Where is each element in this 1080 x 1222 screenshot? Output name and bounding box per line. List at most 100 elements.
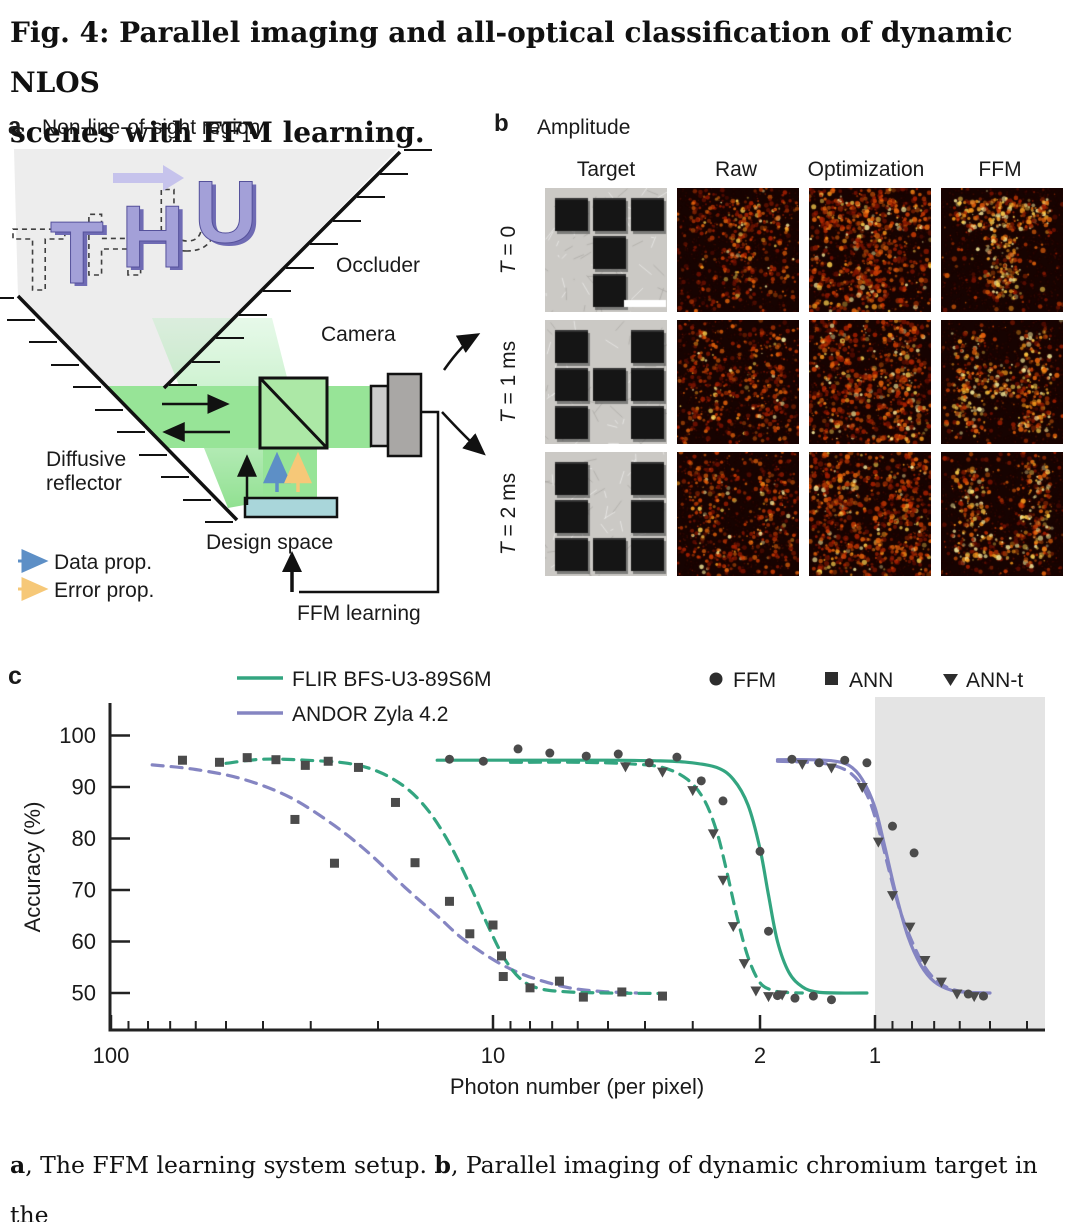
legend-ffm-marker-icon (709, 672, 723, 686)
reflector-label-2: reflector (46, 472, 122, 495)
annt-point (656, 767, 668, 778)
diffusive-reflector (0, 294, 239, 523)
optimization-image-2 (809, 320, 931, 444)
y-tick-label: 90 (72, 775, 96, 800)
ann-point (271, 755, 281, 765)
figure-title-line2: scenes with FFM learning. (10, 116, 425, 149)
ann-point (617, 987, 627, 997)
curve-ann (150, 763, 639, 995)
raw-image-1 (677, 188, 799, 312)
ffm-arrowhead-icon (282, 551, 302, 572)
data-prop-label: Data prop. (54, 551, 152, 574)
legend-ffm-label: FFM (733, 669, 776, 692)
letter-h: H (121, 187, 185, 286)
y-tick-label: 70 (72, 878, 96, 903)
y-tick-label: 60 (72, 929, 96, 954)
ann-point (497, 951, 507, 961)
panel-b-label: b (494, 110, 509, 137)
motion-arrow-icon (113, 165, 184, 191)
beam-splitter (258, 376, 329, 450)
ann-point (353, 762, 363, 772)
annt-point (968, 992, 980, 1003)
row-label-t1ms: T = 1 ms (492, 320, 526, 444)
row-label-text: T = 0 (497, 225, 521, 275)
ann-point (488, 920, 498, 930)
annt-point (796, 759, 808, 770)
error-prop-label: Error prop. (54, 579, 154, 602)
target-image-3 (545, 452, 667, 576)
panel-c-label: c (8, 662, 22, 690)
ann-point (290, 814, 300, 824)
legend-ann-label: ANN (849, 669, 893, 692)
annt-point (872, 837, 884, 848)
column-header-target: Target (576, 158, 636, 181)
ffm-image-2 (941, 320, 1063, 444)
annt-point (619, 762, 631, 773)
annt-point (687, 786, 699, 797)
ann-point (498, 972, 508, 982)
annt-point (904, 922, 916, 933)
ffm-point (909, 848, 919, 858)
row-label-text: T = 2 ms (497, 472, 520, 556)
x-tick-label: 1 (869, 1043, 881, 1068)
beam-vertical (263, 448, 317, 498)
figure-caption: a, The FFM learning system setup. b, Par… (10, 1140, 1070, 1222)
curve-ann-t (508, 760, 804, 995)
ann-point (242, 753, 252, 763)
ann-point (323, 756, 333, 766)
ffm-point (444, 754, 454, 764)
ffm-image-1 (941, 188, 1063, 312)
annt-point (717, 875, 729, 886)
annt-point (935, 977, 947, 988)
hidden-object-thu: T H U T H U T H U (11, 162, 261, 310)
ann-point (300, 760, 310, 770)
ffm-point (963, 989, 973, 999)
annt-point (763, 992, 775, 1003)
annt-point (727, 922, 739, 933)
ghost-letter-h: H (83, 195, 147, 294)
camera-label: Camera (321, 323, 396, 346)
ffm-point (718, 796, 728, 806)
to-panel-b-arrows (441, 333, 486, 456)
legend-label-andor: ANDOR Zyla 4.2 (292, 703, 448, 726)
curve-ffm (435, 758, 869, 995)
design-space-plate (243, 496, 339, 519)
ann-point (410, 858, 420, 868)
column-header-raw: Raw (714, 158, 757, 181)
row-label-t0: T = 0 (492, 188, 526, 312)
row-label-text: T = 1 ms (497, 340, 520, 424)
ffm-point (696, 776, 706, 786)
ffm-point (613, 749, 623, 759)
ann-point (390, 797, 400, 807)
optimization-image-3 (809, 452, 931, 576)
ann-point (444, 896, 454, 906)
y-axis-title: Accuracy (%) (20, 802, 45, 933)
target-image-1 (545, 188, 667, 312)
figure-title: Fig. 4: Parallel imaging and all-optical… (10, 8, 1060, 158)
annt-point (886, 891, 898, 902)
ann-point (329, 858, 339, 868)
ffm-point (787, 754, 797, 764)
beam-horizontal (106, 386, 371, 448)
ffm-point (808, 991, 818, 1001)
ffm-point (513, 744, 523, 754)
ffm-point (790, 993, 800, 1003)
ann-point (177, 755, 187, 765)
ffm-point (826, 995, 836, 1005)
legend-annt-marker-icon (943, 674, 958, 686)
occluder-label: Occluder (336, 254, 420, 277)
legend-label-flir: FLIR BFS-U3-89S6M (292, 668, 492, 691)
annt-point (856, 783, 868, 794)
column-header-ffm: FFM (978, 158, 1022, 181)
panel-a-label: a (8, 113, 22, 140)
ffm-point (887, 821, 897, 831)
nlos-region (14, 149, 398, 388)
ffm-point (478, 756, 488, 766)
ffm-point (672, 752, 682, 762)
nlos-region-label: Non-line-of-sight region (42, 116, 260, 139)
annt-point (776, 990, 788, 1001)
caption-line-1: a, The FFM learning system setup. b, Par… (10, 1151, 1038, 1222)
ffm-point (644, 758, 654, 768)
legend-annt-label: ANN-t (966, 669, 1023, 692)
